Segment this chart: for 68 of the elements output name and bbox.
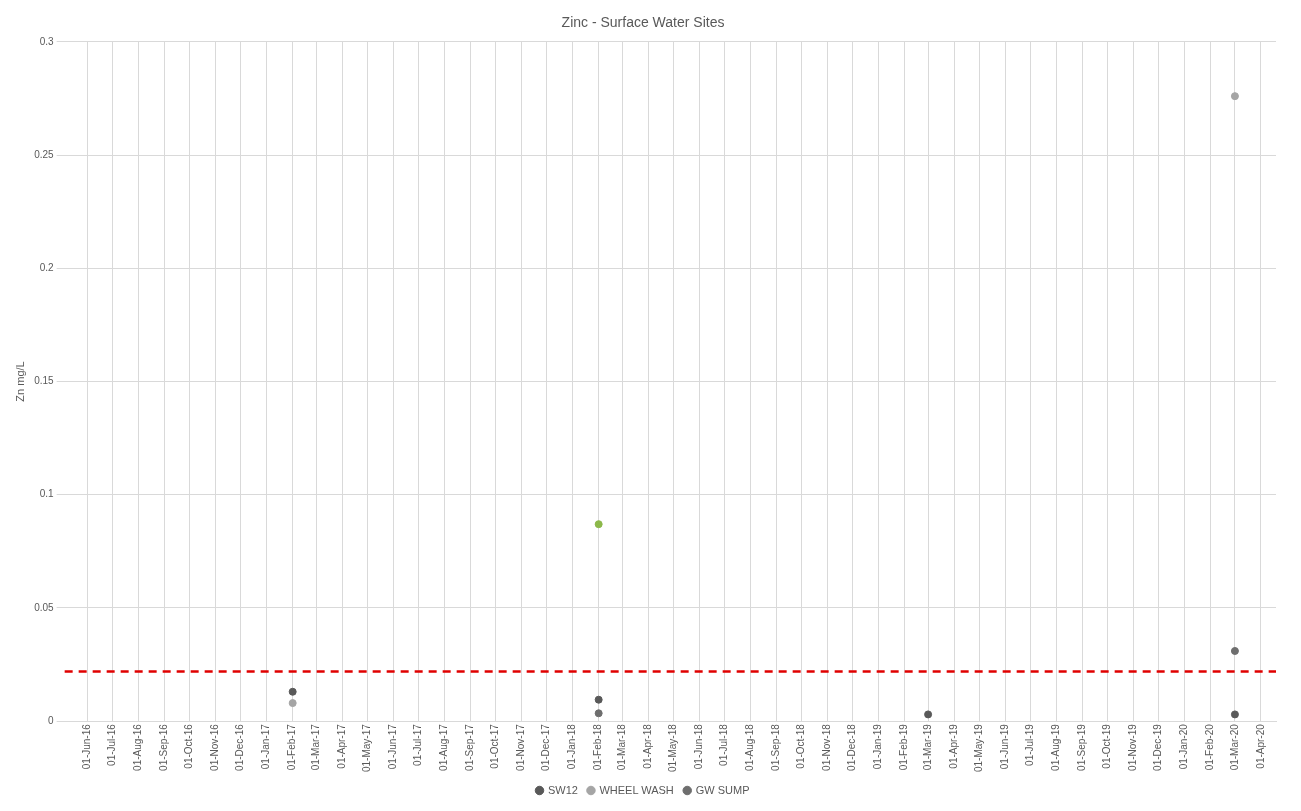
point <box>594 520 603 529</box>
x-tick-label: 01-Nov-16 <box>209 723 221 771</box>
x-tick-label: 01-Apr-17 <box>335 723 347 769</box>
x-tick-label: 01-Nov-19 <box>1127 723 1139 771</box>
x-tick-label: 01-Mar-20 <box>1228 723 1240 771</box>
x-tick-label: 01-Aug-16 <box>132 723 144 771</box>
x-tick-label: 01-Mar-19 <box>921 723 933 771</box>
x-tick-label: 01-Aug-17 <box>438 723 450 771</box>
point <box>1230 92 1239 101</box>
x-tick-label: 01-Jun-19 <box>998 723 1010 770</box>
x-tick-label: 01-Nov-17 <box>515 723 527 771</box>
point <box>1230 647 1239 655</box>
x-tick-label: 01-Oct-16 <box>183 723 195 769</box>
point <box>1230 710 1239 719</box>
point <box>288 699 297 708</box>
x-tick-label: 01-Mar-17 <box>309 723 321 771</box>
chart-title: Zinc - Surface Water Sites <box>561 14 725 31</box>
y-tick-label: 0.1 <box>39 488 55 500</box>
x-tick-label: 01-Sep-19 <box>1076 723 1088 771</box>
legend-label: WHEEL WASH <box>599 783 674 796</box>
x-tick-label: 01-Jul-17 <box>412 723 424 766</box>
point <box>594 695 603 704</box>
x-tick-label: 01-Jan-17 <box>260 723 272 770</box>
x-tick-label: 01-Oct-18 <box>795 723 807 769</box>
y-tick-label: 0.25 <box>34 148 55 160</box>
x-tick-label: 01-Jun-16 <box>81 723 93 770</box>
point <box>594 709 603 718</box>
x-tick-label: 01-Feb-18 <box>592 723 604 771</box>
x-tick-label: 01-Jun-18 <box>693 723 704 770</box>
x-tick-label: 01-Jul-16 <box>106 723 118 766</box>
x-tick-label: 01-Mar-18 <box>615 723 627 771</box>
x-tick-label: 01-Aug-19 <box>1050 723 1062 771</box>
y-tick-label: 0.3 <box>39 35 55 47</box>
x-tick-label: 01-Apr-19 <box>947 723 959 769</box>
x-tick-label: 01-Sep-16 <box>158 723 170 771</box>
legend-label: GW SUMP <box>695 783 750 796</box>
point <box>924 710 933 719</box>
x-tick-label: 01-May-18 <box>667 723 679 773</box>
x-tick-label: 01-Jan-18 <box>566 723 578 770</box>
x-tick-label: 01-Jun-17 <box>387 723 399 770</box>
x-tick-label: 01-Jan-19 <box>872 723 884 770</box>
x-tick-label: 01-Aug-18 <box>744 723 756 771</box>
x-tick-label: 01-Feb-19 <box>898 723 910 771</box>
legend-label: SW12 <box>548 783 578 796</box>
x-tick-label: 01-Dec-16 <box>234 723 246 771</box>
x-tick-label: 01-Dec-18 <box>846 723 858 771</box>
x-tick-label: 01-Dec-17 <box>540 723 552 771</box>
y-tick-label: 0 <box>48 714 55 726</box>
point <box>288 687 297 696</box>
y-tick-label: 0.15 <box>34 375 55 387</box>
x-tick-label: 01-Jan-20 <box>1178 723 1190 770</box>
x-tick-label: 01-Apr-18 <box>641 723 653 769</box>
x-tick-label: 01-Oct-19 <box>1101 723 1113 769</box>
x-tick-label: 01-Feb-20 <box>1204 723 1216 771</box>
x-tick-label: 01-Nov-18 <box>821 723 833 771</box>
x-tick-label: 01-May-17 <box>361 723 373 773</box>
x-tick-label: 01-Jul-19 <box>1024 723 1036 766</box>
y-axis-title: Zn mg/L <box>13 361 26 402</box>
x-tick-label: 01-Feb-17 <box>286 723 298 771</box>
x-tick-label: 01-Sep-17 <box>464 723 476 771</box>
x-tick-label: 01-Dec-19 <box>1152 723 1164 771</box>
x-tick-label: 01-Sep-18 <box>770 723 782 771</box>
x-tick-label: 01-May-19 <box>972 723 984 773</box>
x-tick-label: 01-Oct-17 <box>489 723 501 769</box>
x-tick-label: 01-Jul-18 <box>718 723 730 766</box>
y-tick-label: 0.05 <box>34 601 55 613</box>
y-tick-label: 0.2 <box>39 262 55 274</box>
x-tick-label: 01-Apr-20 <box>1254 723 1266 769</box>
